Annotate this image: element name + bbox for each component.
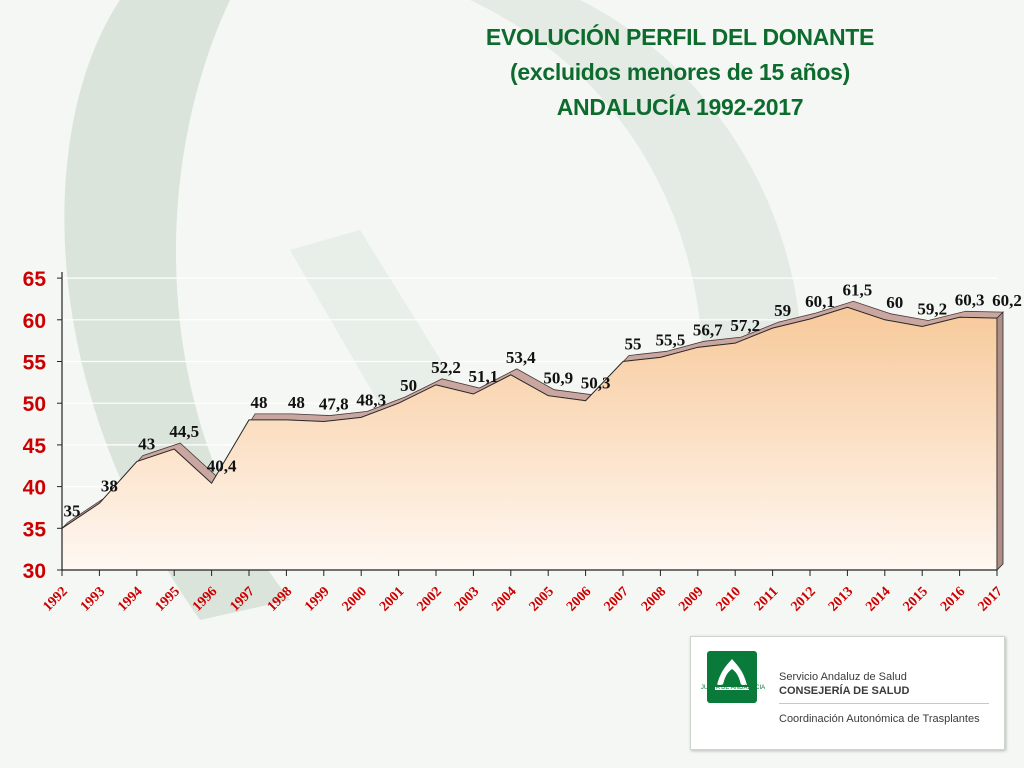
x-tick-label: 1992 (40, 584, 70, 614)
data-label: 60 (886, 293, 903, 312)
x-tick-label: 1995 (153, 584, 183, 614)
x-tick-label: 2009 (676, 584, 706, 614)
logo-caption: JUNTA DE ANDALUCIA (700, 685, 766, 691)
data-label: 60,2 (992, 291, 1022, 310)
x-tick-label: 2003 (452, 584, 482, 614)
x-tick-label: 1997 (227, 584, 257, 614)
data-label: 59,2 (917, 299, 947, 318)
logo-line2: CONSEJERÍA DE SALUD (779, 685, 910, 697)
data-label: 43 (138, 435, 155, 454)
x-tick-label: 2007 (601, 584, 631, 614)
y-tick-label: 40 (23, 477, 46, 500)
y-tick-label: 30 (23, 560, 46, 583)
data-label: 48 (251, 393, 268, 412)
chart-title-line2: (excluidos menores de 15 años) (510, 59, 850, 85)
x-tick-label: 2017 (975, 584, 1005, 614)
x-tick-label: 1998 (265, 584, 295, 614)
x-tick-label: 1993 (78, 584, 108, 614)
y-tick-label: 60 (23, 310, 46, 333)
data-label: 61,5 (843, 280, 873, 299)
x-tick-label: 2008 (639, 584, 669, 614)
x-tick-label: 2014 (863, 584, 893, 614)
y-tick-label: 50 (23, 393, 46, 416)
x-tick-label: 2012 (788, 584, 818, 614)
data-label: 60,1 (805, 292, 835, 311)
x-tick-label: 2016 (938, 584, 968, 614)
x-tick-label: 1999 (302, 584, 332, 614)
logo-panel: JUNTA DE ANDALUCIA Servicio Andaluz de S… (690, 636, 1005, 750)
chart-title-line1: EVOLUCIÓN PERFIL DEL DONANTE (485, 24, 875, 50)
data-label: 57,2 (730, 316, 760, 335)
data-label: 48,3 (356, 390, 386, 409)
data-label: 48 (288, 393, 305, 412)
logo-line1: Servicio Andaluz de Salud (779, 671, 907, 683)
y-tick-label: 55 (23, 352, 47, 375)
data-label: 60,3 (955, 290, 985, 309)
data-label: 56,7 (693, 320, 723, 339)
x-tick-label: 2006 (564, 584, 594, 614)
data-label: 53,4 (506, 348, 536, 367)
x-tick-label: 1994 (115, 584, 145, 614)
x-tick-label: 2000 (340, 584, 370, 614)
y-tick-label: 65 (23, 268, 47, 291)
data-label: 55 (625, 335, 642, 354)
data-label: 52,2 (431, 358, 461, 377)
data-label: 50,3 (581, 374, 611, 393)
data-label: 38 (101, 476, 118, 495)
x-tick-label: 2013 (826, 584, 856, 614)
chart-title-line3: ANDALUCÍA 1992-2017 (556, 94, 804, 120)
y-tick-label: 35 (23, 518, 47, 541)
x-tick-label: 2010 (714, 584, 744, 614)
junta-andalucia-logo-icon (707, 651, 757, 703)
data-label: 44,5 (169, 422, 199, 441)
logo-line3: Coordinación Autonómica de Trasplantes (779, 713, 980, 725)
logo-divider (779, 703, 989, 704)
data-label: 55,5 (656, 330, 686, 349)
x-tick-label: 2011 (752, 584, 782, 614)
data-label: 59 (774, 301, 791, 320)
data-label: 47,8 (319, 395, 349, 414)
x-tick-label: 2015 (901, 584, 931, 614)
x-tick-label: 2005 (527, 584, 557, 614)
x-tick-label: 1996 (190, 584, 220, 614)
x-tick-label: 2001 (377, 584, 407, 614)
area-side-face (996, 311, 1004, 571)
data-label: 50 (400, 376, 417, 395)
data-label: 40,4 (207, 456, 237, 475)
data-label: 35 (64, 501, 81, 520)
y-tick-label: 45 (23, 435, 47, 458)
area-series (61, 306, 998, 571)
data-label: 50,9 (543, 369, 573, 388)
x-tick-label: 2004 (489, 584, 519, 614)
x-tick-label: 2002 (414, 584, 444, 614)
data-label: 51,1 (469, 367, 499, 386)
